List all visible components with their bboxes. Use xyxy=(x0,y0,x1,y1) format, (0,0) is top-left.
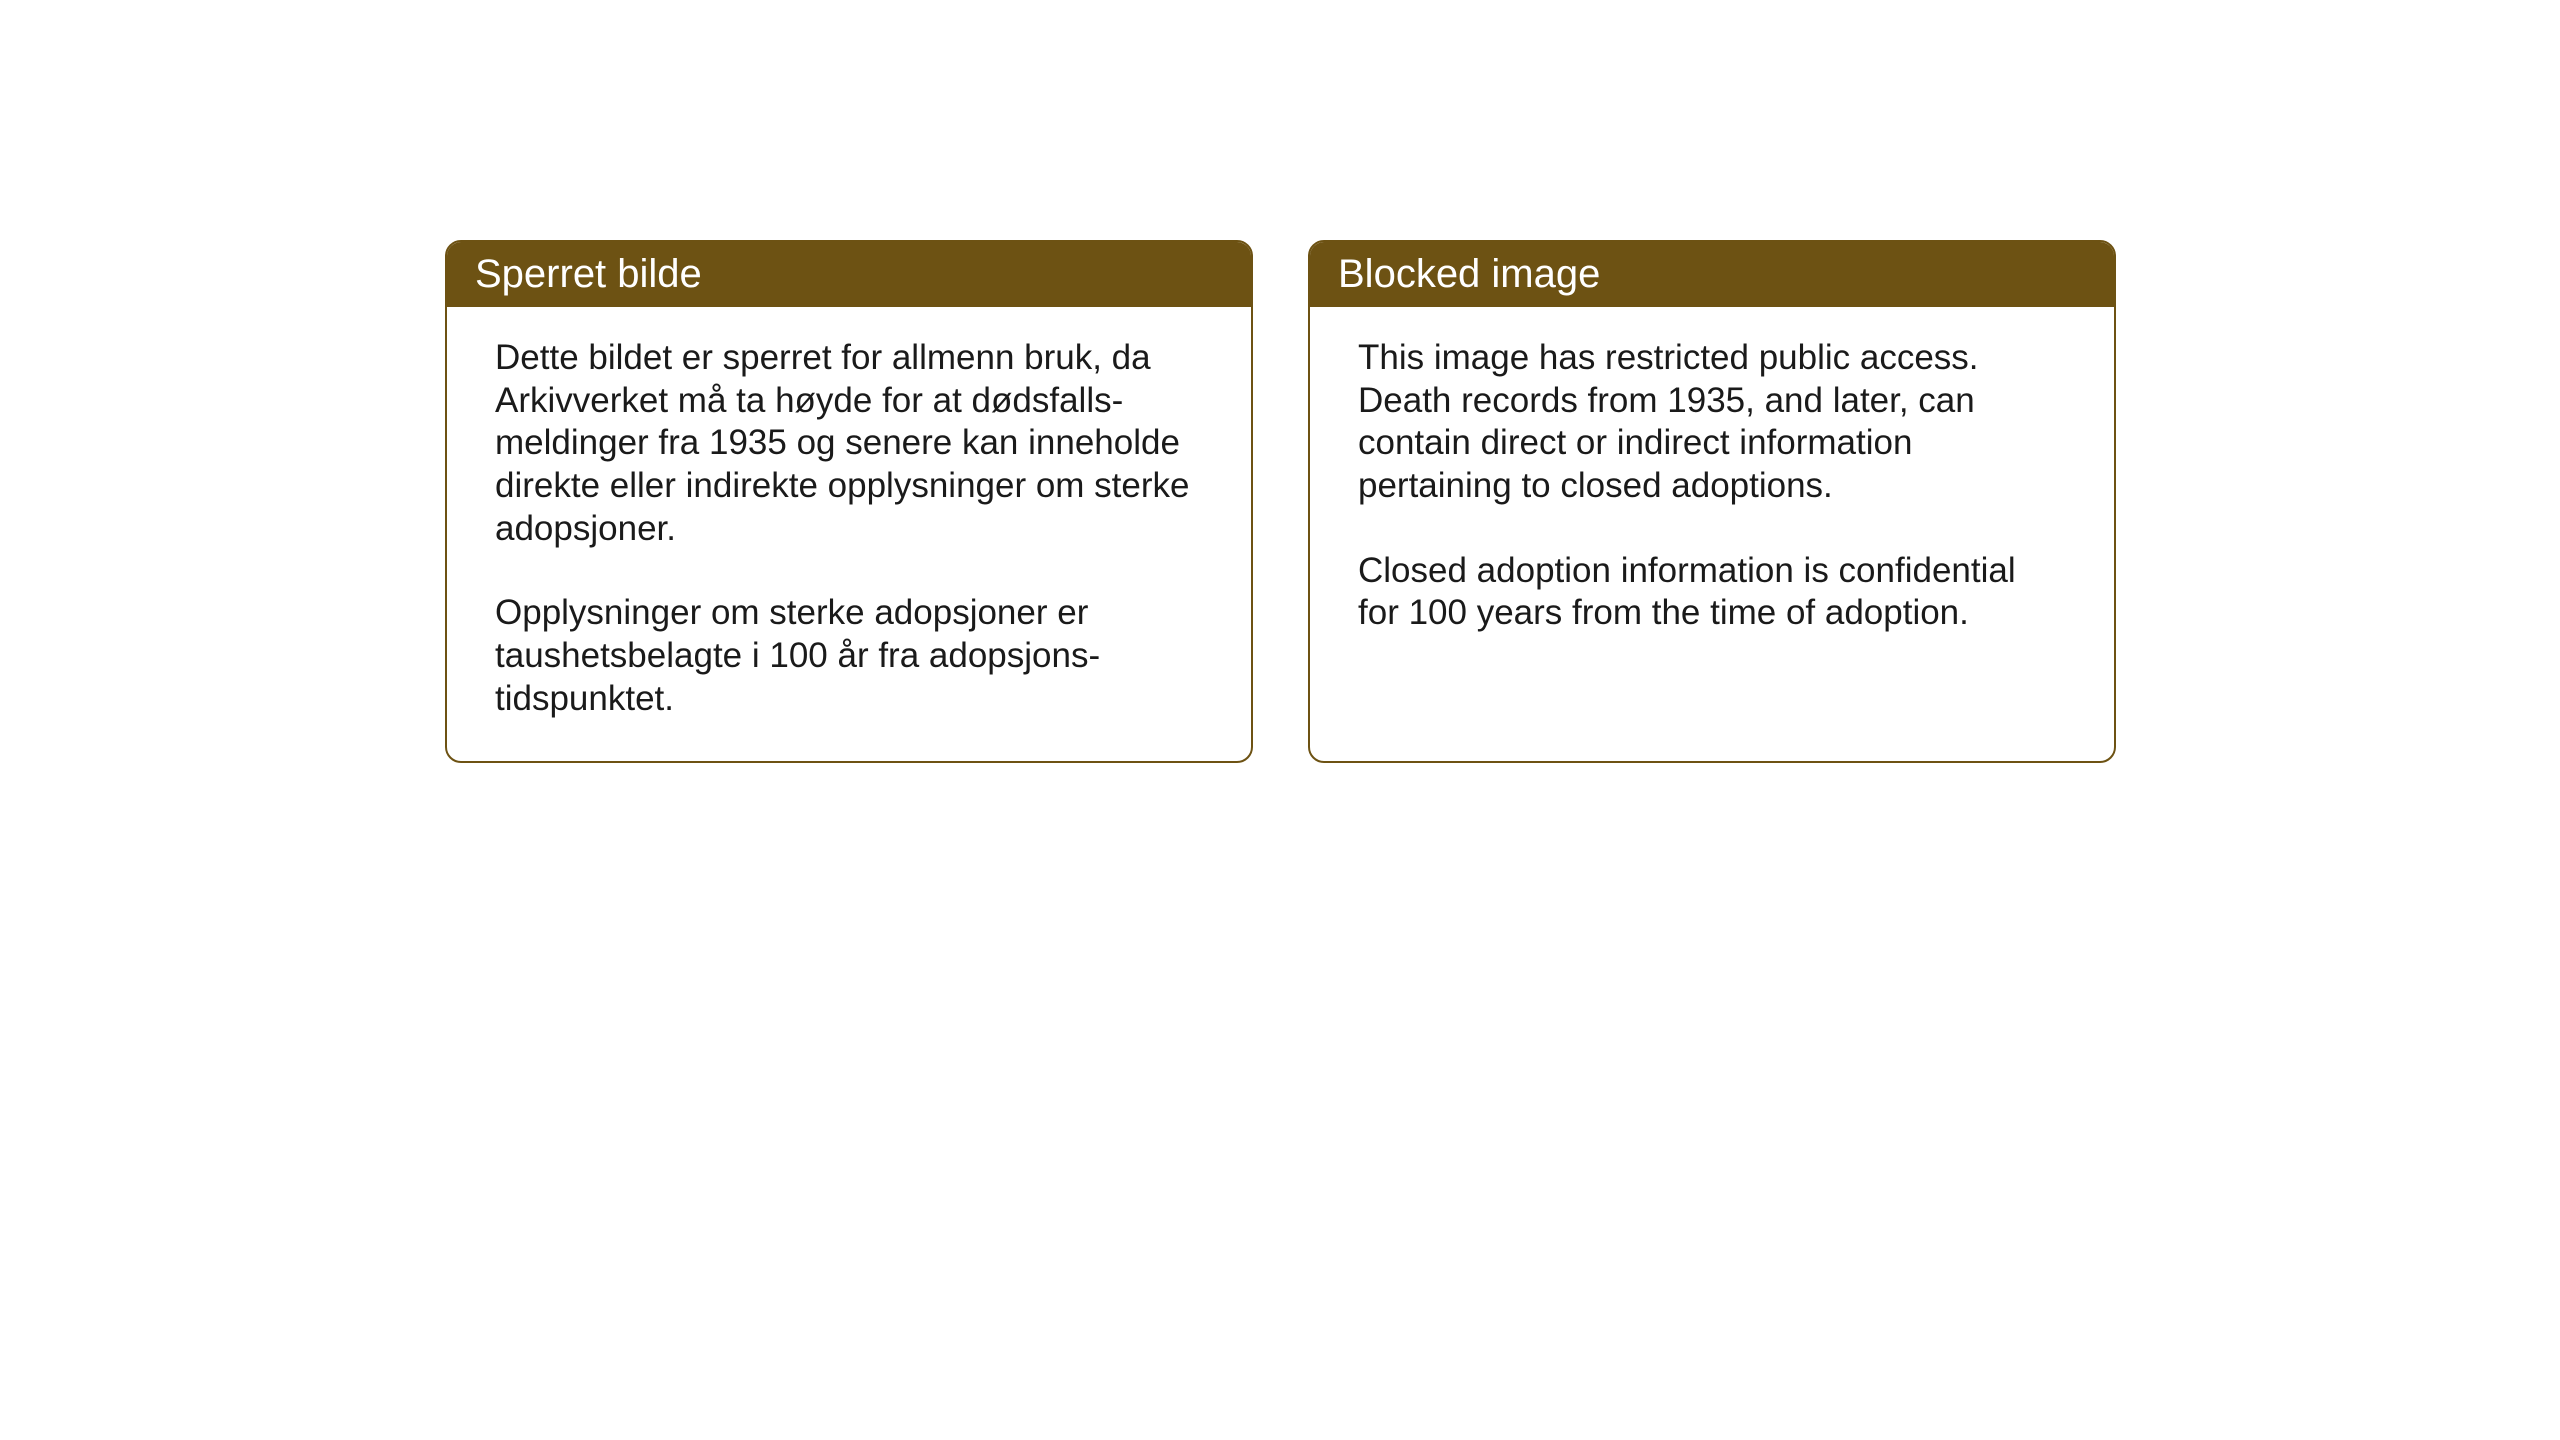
norwegian-card-body: Dette bildet er sperret for allmenn bruk… xyxy=(447,307,1251,761)
english-card-title: Blocked image xyxy=(1310,242,2114,307)
norwegian-paragraph-2: Opplysninger om sterke adopsjoner er tau… xyxy=(495,592,1203,720)
notice-container: Sperret bilde Dette bildet er sperret fo… xyxy=(445,240,2116,763)
norwegian-paragraph-1: Dette bildet er sperret for allmenn bruk… xyxy=(495,337,1203,550)
english-notice-card: Blocked image This image has restricted … xyxy=(1308,240,2116,763)
norwegian-notice-card: Sperret bilde Dette bildet er sperret fo… xyxy=(445,240,1253,763)
norwegian-card-title: Sperret bilde xyxy=(447,242,1251,307)
english-paragraph-1: This image has restricted public access.… xyxy=(1358,337,2066,508)
english-card-body: This image has restricted public access.… xyxy=(1310,307,2114,747)
english-paragraph-2: Closed adoption information is confident… xyxy=(1358,550,2066,635)
